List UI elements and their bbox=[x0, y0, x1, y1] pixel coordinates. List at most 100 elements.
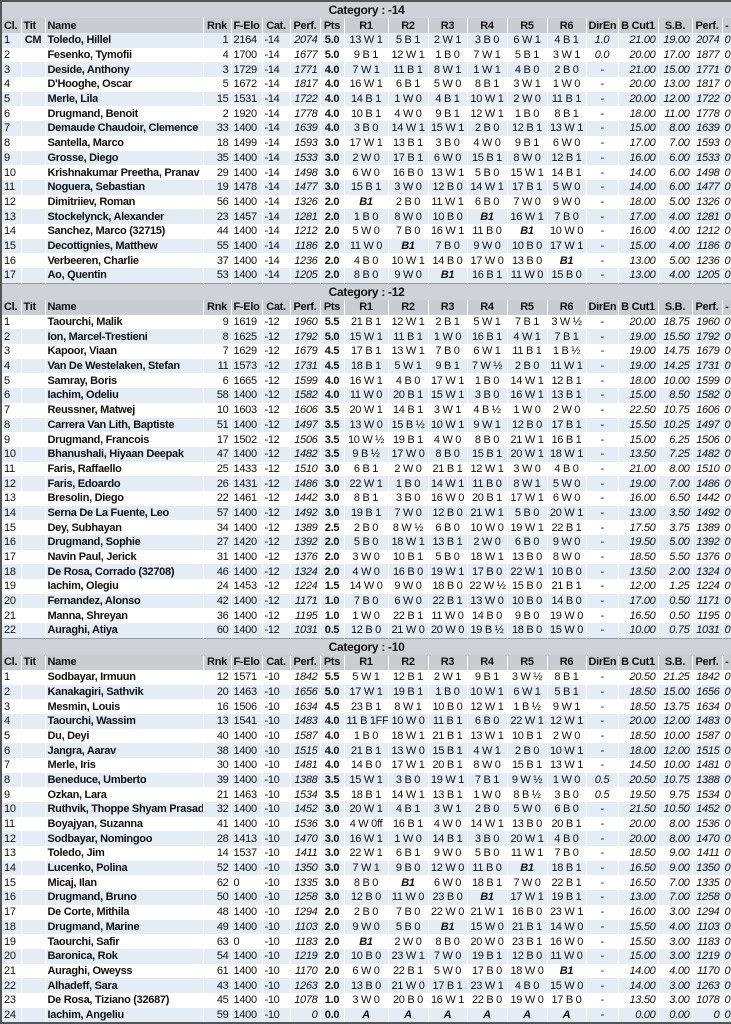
cell-name[interactable]: D'Hooghe, Oscar bbox=[45, 77, 204, 92]
cell-name[interactable]: Drugmand, Bruno bbox=[45, 890, 204, 905]
table-row[interactable]: 9 Ozkan, Lara 21 1463 -10 1534 3.5 18 B 1 14 W 1… bbox=[1, 787, 731, 802]
cell-name[interactable]: Drugmand, Francois bbox=[45, 432, 204, 447]
table-row[interactable]: 15 Micaj, Ilan 62 0 -10 1335 3.0 8 B 0 B1 6 W 0 18… bbox=[1, 875, 731, 891]
table-row[interactable]: 12 Dimitriiev, Roman 56 1400 -14 1326 2.0 B1 2 B… bbox=[1, 194, 731, 210]
table-row[interactable]: 10 Ruthvik, Thoppe Shyam Prasad 32 1400 -10 1… bbox=[1, 802, 731, 817]
column-header-round-2[interactable]: R2 bbox=[388, 654, 429, 670]
cell-name[interactable]: Fesenko, Tymofii bbox=[45, 47, 204, 63]
cell-name[interactable]: Fernandez, Alonso bbox=[45, 593, 204, 609]
cell-name[interactable]: Boyajyan, Suzanna bbox=[45, 816, 204, 832]
table-row[interactable]: 8 Santella, Marco 18 1499 -14 1593 3.0 17 W 1 13… bbox=[1, 135, 731, 151]
column-header-category[interactable]: Cat. bbox=[262, 654, 291, 670]
cell-name[interactable]: Ozkan, Lara bbox=[45, 787, 204, 802]
table-row[interactable]: 9 Drugmand, Francois 17 1502 -12 1506 3.5 10 W … bbox=[1, 432, 731, 447]
column-header-rank[interactable]: Cl. bbox=[1, 18, 22, 33]
column-header-name[interactable]: Name bbox=[45, 654, 204, 670]
table-row[interactable]: 7 Demaude Chaudoir, Clemence 33 1400 -14 1639… bbox=[1, 121, 731, 136]
cell-name[interactable]: Grosse, Diego bbox=[45, 150, 204, 166]
column-header-round-3[interactable]: R3 bbox=[428, 299, 468, 315]
cell-name[interactable]: Faris, Edoardo bbox=[45, 476, 204, 491]
cell-name[interactable]: Mesmin, Louis bbox=[45, 699, 204, 714]
table-row[interactable]: 15 Decottignies, Matthew 55 1400 -14 1186 2.0 1… bbox=[1, 238, 731, 254]
table-row[interactable]: 17 De Corte, Mithila 48 1400 -10 1294 2.0 2 B 0… bbox=[1, 904, 731, 920]
table-row[interactable]: 22 Auraghi, Atiya 60 1400 -12 1031 0.5 12 B 0 21… bbox=[1, 623, 731, 639]
column-header-buchholz-cut1[interactable]: B Cut1 bbox=[618, 299, 659, 315]
table-row[interactable]: 11 Noguera, Sebastian 19 1478 -14 1477 3.0 15 B… bbox=[1, 179, 731, 195]
column-header-performance[interactable]: Perf. bbox=[290, 299, 321, 315]
cell-name[interactable]: Bhanushali, Hiyaan Deepak bbox=[45, 446, 204, 462]
column-header-round-6[interactable]: R6 bbox=[547, 299, 587, 315]
cell-name[interactable]: Lucenko, Polina bbox=[45, 860, 204, 876]
column-header-extra[interactable]: - bbox=[722, 18, 731, 33]
column-header-round-1[interactable]: R1 bbox=[344, 18, 389, 33]
column-header-round-5[interactable]: R5 bbox=[507, 18, 548, 33]
column-header-performance-2[interactable]: Perf. bbox=[692, 654, 723, 670]
cell-name[interactable]: Micaj, Ilan bbox=[45, 875, 204, 891]
table-row[interactable]: 21 Auraghi, Oweyss 61 1400 -10 1170 2.0 6 W 0 22… bbox=[1, 963, 731, 979]
cell-name[interactable]: Verbeeren, Charlie bbox=[45, 253, 204, 268]
column-header-rating-rank[interactable]: Rnk bbox=[203, 654, 232, 670]
column-header-sonneborn-berger[interactable]: S.B. bbox=[658, 654, 693, 670]
cell-name[interactable]: Stockelynck, Alexander bbox=[45, 209, 204, 224]
cell-name[interactable]: Decottignies, Matthew bbox=[45, 238, 204, 254]
column-header-name[interactable]: Name bbox=[45, 299, 204, 315]
cell-name[interactable]: Sodbayar, Irmuun bbox=[45, 669, 204, 685]
table-row[interactable]: 1 Sodbayar, Irmuun 12 1571 -10 1842 5.5 5 W 1 12… bbox=[1, 669, 731, 685]
column-header-round-2[interactable]: R2 bbox=[388, 299, 429, 315]
table-row[interactable]: 4 Van De Westelaken, Stefan 11 1573 -12 1731 4… bbox=[1, 358, 731, 374]
cell-name[interactable]: Navin Paul, Jerick bbox=[45, 549, 204, 565]
column-header-direct-encounter[interactable]: DirEn bbox=[586, 18, 619, 33]
table-row[interactable]: 11 Boyajyan, Suzanna 41 1400 -10 1536 3.0 4 W 0… bbox=[1, 816, 731, 832]
table-row[interactable]: 18 De Rosa, Corrado (32708) 46 1400 -12 1324 2… bbox=[1, 564, 731, 580]
column-header-title[interactable]: Tit bbox=[21, 18, 46, 33]
column-header-round-4[interactable]: R4 bbox=[467, 654, 508, 670]
column-header-performance[interactable]: Perf. bbox=[290, 654, 321, 670]
column-header-buchholz-cut1[interactable]: B Cut1 bbox=[618, 18, 659, 33]
table-row[interactable]: 6 Iachim, Odeliu 58 1400 -12 1582 4.0 11 W 0 20 … bbox=[1, 388, 731, 403]
cell-name[interactable]: Drugmand, Benoit bbox=[45, 106, 204, 122]
table-row[interactable]: 10 Bhanushali, Hiyaan Deepak 47 1400 -12 1482… bbox=[1, 446, 731, 462]
column-header-sonneborn-berger[interactable]: S.B. bbox=[658, 18, 693, 33]
cell-name[interactable]: Jangra, Aarav bbox=[45, 743, 204, 758]
table-row[interactable]: 8 Beneduce, Umberto 39 1400 -10 1388 3.5 15 W 1… bbox=[1, 772, 731, 788]
table-row[interactable]: 7 Merle, Iris 30 1400 -10 1481 4.0 14 B 0 17 W 1… bbox=[1, 757, 731, 773]
column-header-rank[interactable]: Cl. bbox=[1, 654, 22, 670]
table-row[interactable]: 5 Du, Deyi 40 1400 -10 1587 4.0 1 B 0 18 W 1 21 B… bbox=[1, 728, 731, 744]
cell-name[interactable]: Carrera Van Lith, Baptiste bbox=[45, 417, 204, 433]
cell-name[interactable]: De Rosa, Corrado (32708) bbox=[45, 564, 204, 580]
cell-name[interactable]: De Rosa, Tiziano (32687) bbox=[45, 992, 204, 1008]
table-row[interactable]: 8 Carrera Van Lith, Baptiste 51 1400 -12 1497… bbox=[1, 417, 731, 433]
column-header-fide-elo[interactable]: F-Elo bbox=[231, 654, 263, 670]
column-header-round-4[interactable]: R4 bbox=[467, 299, 508, 315]
table-row[interactable]: 3 Kapoor, Viaan 7 1629 -12 1679 4.5 17 B 1 13 W … bbox=[1, 344, 731, 359]
table-row[interactable]: 16 Verbeeren, Charlie 37 1400 -14 1236 2.0 4 B … bbox=[1, 253, 731, 268]
column-header-round-3[interactable]: R3 bbox=[428, 654, 468, 670]
cell-name[interactable]: Santella, Marco bbox=[45, 135, 204, 151]
column-header-performance-2[interactable]: Perf. bbox=[692, 299, 723, 315]
column-header-performance-2[interactable]: Perf. bbox=[692, 18, 723, 33]
cell-name[interactable]: Ion, Marcel-Trestieni bbox=[45, 329, 204, 345]
table-row[interactable]: 10 Krishnakumar Preetha, Pranav 29 1400 -14 1… bbox=[1, 165, 731, 180]
cell-name[interactable]: Dimitriiev, Roman bbox=[45, 194, 204, 210]
cell-name[interactable]: Kapoor, Viaan bbox=[45, 344, 204, 359]
cell-name[interactable]: Auraghi, Oweyss bbox=[45, 963, 204, 979]
cell-name[interactable]: Beneduce, Umberto bbox=[45, 772, 204, 788]
cell-name[interactable]: Bresolin, Diego bbox=[45, 490, 204, 506]
cell-name[interactable]: Ruthvik, Thoppe Shyam Prasad bbox=[45, 802, 204, 817]
cell-name[interactable]: Reussner, Matwej bbox=[45, 402, 204, 418]
cell-name[interactable]: Alhadeff, Sara bbox=[45, 978, 204, 993]
table-row[interactable]: 2 Kanakagiri, Sathvik 20 1463 -10 1656 5.0 17 W… bbox=[1, 684, 731, 700]
